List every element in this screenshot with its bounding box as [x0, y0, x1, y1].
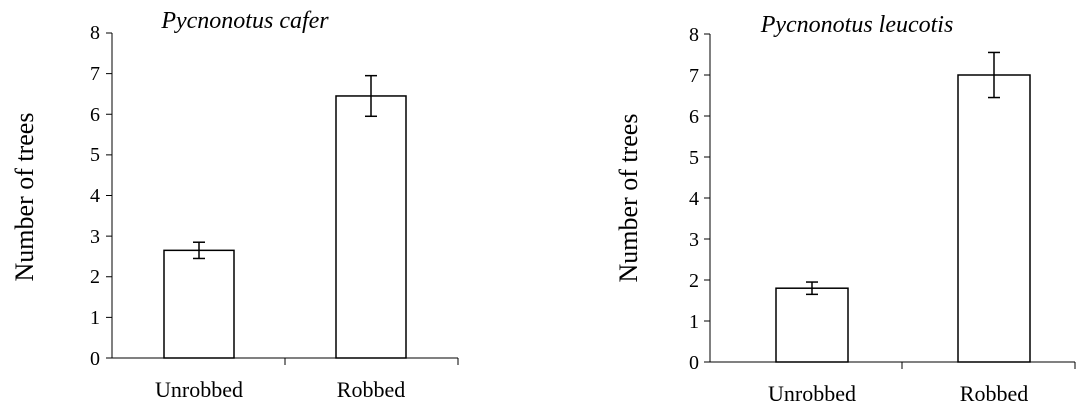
y-tick-label: 4 — [689, 188, 699, 210]
y-tick-label: 7 — [90, 63, 100, 85]
x-category-label: Unrobbed — [768, 381, 856, 406]
x-category-label: Unrobbed — [155, 377, 243, 402]
bars — [775, 51, 1031, 363]
y-tick-label: 5 — [90, 144, 100, 166]
bar-unrobbed — [163, 249, 235, 359]
y-tick-labels: 0 1 2 3 4 5 6 7 8 — [90, 22, 100, 370]
y-tick-label: 3 — [689, 229, 699, 251]
chart-leucotis: Pycnonotus leucotis Number of trees 0 1 … — [614, 12, 1076, 406]
y-tick-labels: 0 1 2 3 4 5 6 7 8 — [689, 24, 699, 374]
y-tick-label: 5 — [689, 147, 699, 169]
x-category-label: Robbed — [960, 381, 1028, 406]
y-tick-label: 7 — [689, 65, 699, 87]
y-tick-label: 1 — [689, 311, 699, 333]
y-tick-label: 0 — [90, 348, 100, 370]
y-tick-label: 2 — [689, 270, 699, 292]
chart-title: Pycnonotus leucotis — [760, 12, 954, 38]
bar-robbed — [335, 95, 407, 359]
y-tick-marks — [704, 33, 710, 363]
y-tick-label: 6 — [689, 106, 699, 128]
chart-cafer: Pycnonotus cafer Number of trees 0 1 2 3… — [10, 8, 459, 402]
y-tick-label: 8 — [90, 22, 100, 44]
bar-unrobbed — [775, 287, 849, 363]
y-tick-label: 8 — [689, 24, 699, 46]
y-tick-label: 2 — [90, 266, 100, 288]
y-axis-title: Number of trees — [614, 114, 643, 283]
y-axis-title: Number of trees — [10, 113, 39, 282]
y-tick-marks — [106, 32, 112, 359]
y-tick-label: 4 — [90, 185, 100, 207]
chart-title: Pycnonotus cafer — [160, 8, 329, 34]
bar-robbed — [957, 74, 1031, 363]
y-tick-label: 3 — [90, 226, 100, 248]
bars — [163, 74, 407, 359]
y-tick-label: 0 — [689, 352, 699, 374]
y-tick-label: 6 — [90, 104, 100, 126]
y-tick-label: 1 — [90, 307, 100, 329]
x-category-label: Robbed — [337, 377, 405, 402]
